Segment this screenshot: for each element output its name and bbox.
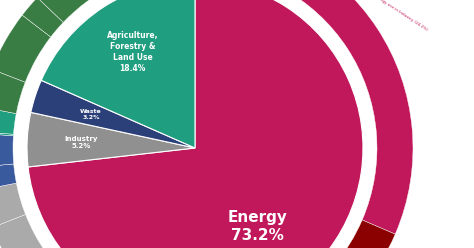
Text: Industry
5.2%: Industry 5.2% [64,136,98,149]
Text: Agriculture,
Forestry &
Land Use
18.4%: Agriculture, Forestry & Land Use 18.4% [107,31,158,73]
Text: Waste
3.2%: Waste 3.2% [80,109,102,120]
Text: Rice cultivation
1.3%: Rice cultivation 1.3% [0,0,23,1]
Wedge shape [0,131,14,136]
Wedge shape [37,0,112,22]
Wedge shape [27,112,195,167]
Wedge shape [0,69,25,114]
Wedge shape [0,107,16,134]
Wedge shape [31,80,195,148]
Wedge shape [294,220,395,248]
Wedge shape [0,15,51,82]
Wedge shape [28,0,363,248]
Wedge shape [41,0,195,148]
Wedge shape [0,183,26,228]
Wedge shape [0,215,47,248]
Wedge shape [0,133,14,167]
Wedge shape [0,164,17,190]
Text: Energy
73.2%: Energy 73.2% [227,210,287,243]
Wedge shape [195,0,413,234]
Wedge shape [22,0,64,37]
Text: Energy use in Industry (24.2%): Energy use in Industry (24.2%) [373,0,428,32]
